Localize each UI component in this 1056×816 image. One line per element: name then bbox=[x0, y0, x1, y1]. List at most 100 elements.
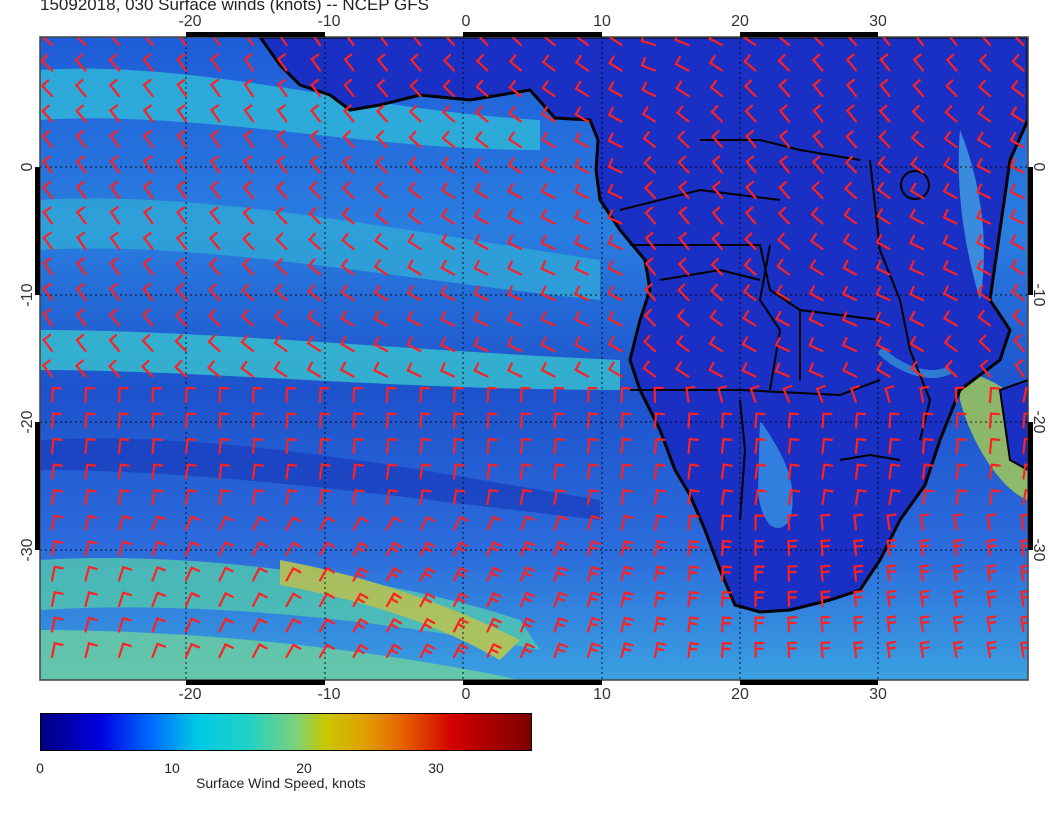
wind-barb bbox=[981, 37, 992, 47]
wind-barb bbox=[385, 541, 402, 557]
wind-barb bbox=[440, 285, 456, 302]
wind-barb bbox=[318, 643, 335, 659]
wind-barb bbox=[385, 488, 399, 506]
wind-barb bbox=[820, 564, 831, 582]
wind-barb bbox=[209, 53, 221, 72]
wind-barb bbox=[251, 463, 264, 480]
wind-barb bbox=[821, 488, 834, 506]
wind-barb bbox=[209, 129, 221, 149]
wind-barb bbox=[452, 412, 465, 429]
wind-barb bbox=[240, 360, 255, 378]
wind-barb bbox=[184, 642, 200, 659]
wind-barb bbox=[1010, 259, 1025, 276]
wind-barb bbox=[720, 437, 733, 455]
wind-barb bbox=[620, 386, 632, 404]
wind-barb bbox=[774, 336, 791, 353]
wind-barb bbox=[50, 386, 62, 404]
wind-barb bbox=[944, 360, 958, 378]
wind-barb bbox=[339, 361, 355, 378]
wind-barb bbox=[419, 412, 431, 429]
wind-barb bbox=[1022, 387, 1028, 404]
wind-barb bbox=[720, 590, 732, 608]
wind-barb bbox=[952, 564, 964, 582]
wind-barb bbox=[675, 80, 690, 98]
wind-barb bbox=[607, 361, 623, 378]
wind-barb bbox=[677, 155, 690, 174]
wind-barb bbox=[821, 463, 834, 480]
wind-barb bbox=[519, 488, 533, 506]
wind-barb bbox=[754, 539, 765, 557]
wind-barb bbox=[352, 541, 369, 557]
wind-barb bbox=[385, 643, 402, 659]
wind-barb bbox=[687, 463, 700, 480]
wind-barb bbox=[908, 285, 925, 302]
wind-barb bbox=[342, 104, 355, 123]
wind-barb bbox=[50, 488, 64, 506]
wind-barb bbox=[75, 206, 87, 225]
wind-barb bbox=[74, 79, 87, 98]
wind-barb bbox=[285, 643, 302, 659]
wind-barb bbox=[1011, 54, 1025, 72]
wind-barb bbox=[274, 258, 288, 276]
wind-barb bbox=[708, 55, 724, 72]
wind-barb bbox=[919, 385, 930, 404]
lon-tick-bottom: 30 bbox=[869, 686, 887, 703]
wind-barb bbox=[117, 591, 132, 608]
wind-barb bbox=[687, 539, 700, 557]
wind-barb bbox=[820, 590, 831, 608]
wind-barb bbox=[810, 207, 824, 225]
wind-barb bbox=[644, 283, 657, 302]
axis-bars bbox=[35, 32, 1033, 685]
wind-barb bbox=[308, 206, 322, 225]
wind-barb bbox=[452, 463, 465, 480]
wind-barb bbox=[754, 463, 767, 480]
wind-barb bbox=[339, 335, 355, 353]
wind-barb bbox=[881, 37, 891, 47]
wind-barb bbox=[474, 131, 489, 149]
wind-barb bbox=[151, 488, 164, 506]
wind-barb bbox=[955, 412, 967, 429]
wind-barb bbox=[374, 233, 389, 251]
wind-barb bbox=[909, 310, 925, 327]
wind-barb bbox=[778, 130, 791, 149]
wind-barb bbox=[1009, 183, 1025, 200]
wind-barb bbox=[184, 412, 197, 429]
wind-barb bbox=[720, 488, 734, 506]
wind-barb bbox=[574, 132, 590, 149]
lon-tick-top: 20 bbox=[731, 13, 749, 30]
wind-barb bbox=[845, 78, 858, 98]
wind-barb bbox=[519, 515, 535, 531]
wind-barb bbox=[174, 334, 188, 353]
wind-barb bbox=[777, 37, 791, 47]
wind-barb bbox=[506, 260, 523, 276]
wind-barb bbox=[407, 182, 422, 200]
wind-barb bbox=[376, 53, 389, 72]
wind-barb bbox=[620, 514, 634, 531]
wind-barb bbox=[478, 37, 489, 47]
wind-barb bbox=[419, 488, 432, 506]
wind-barb bbox=[486, 591, 502, 608]
wind-barb bbox=[285, 437, 297, 455]
wind-barb bbox=[787, 463, 800, 480]
wind-barb bbox=[919, 564, 930, 582]
wind-barb bbox=[142, 231, 154, 251]
wind-barb bbox=[175, 257, 188, 276]
wind-barbs bbox=[40, 37, 1028, 659]
wind-barb bbox=[306, 361, 322, 378]
wind-barb bbox=[212, 37, 221, 47]
wind-barb bbox=[318, 437, 331, 455]
wind-barb bbox=[208, 257, 221, 276]
wind-barb bbox=[787, 437, 800, 455]
wind-barb bbox=[318, 488, 332, 506]
wind-barb bbox=[952, 538, 964, 557]
wind-barb bbox=[75, 308, 87, 327]
wind-barb bbox=[943, 131, 958, 149]
wind-barb bbox=[743, 258, 757, 276]
wind-barb bbox=[886, 564, 897, 582]
wind-barb bbox=[151, 386, 163, 404]
wind-barb bbox=[720, 514, 732, 531]
wind-barb bbox=[441, 156, 456, 174]
wind-barb bbox=[1022, 488, 1028, 506]
wind-barb bbox=[50, 463, 63, 480]
wind-barb bbox=[519, 591, 535, 608]
